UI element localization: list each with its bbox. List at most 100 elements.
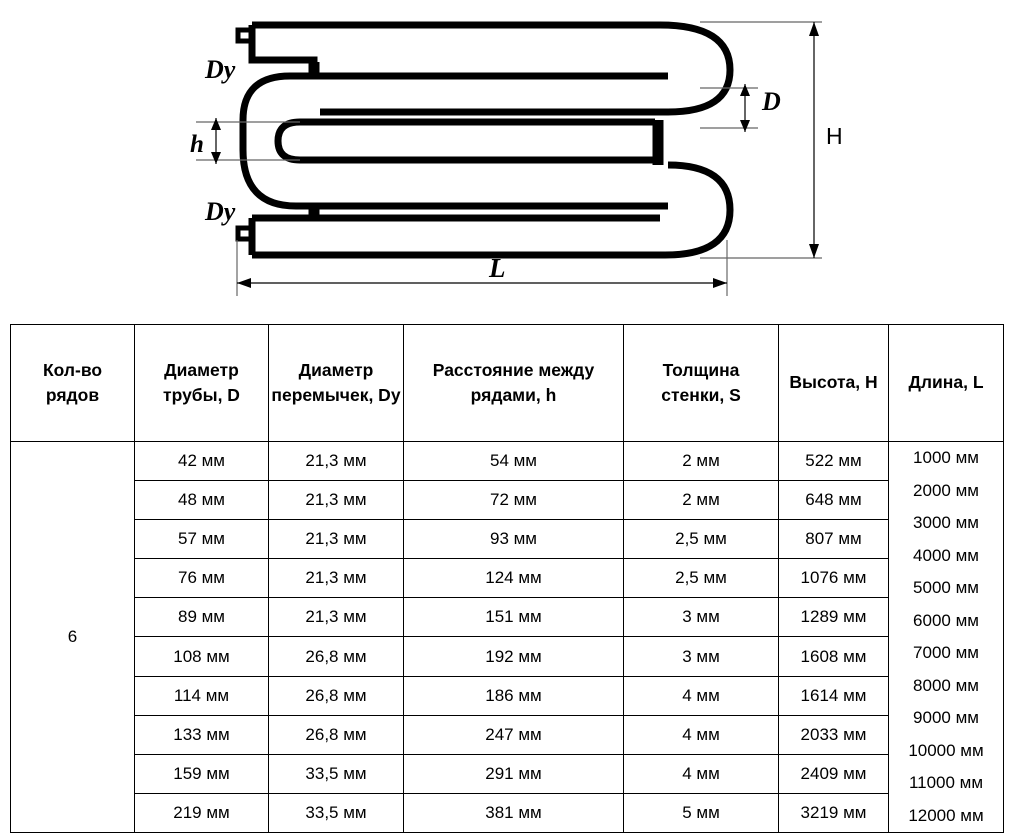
cell-pipe-diameter: 114 мм	[134, 675, 269, 716]
header-wall-thickness: Толщина стенки, S	[623, 324, 779, 442]
cell-jumper-diameter: 26,8 мм	[268, 675, 404, 716]
length-value: 4000 мм	[913, 545, 979, 565]
dimension-l	[236, 240, 728, 296]
dy-stubs	[235, 27, 255, 242]
pipe-row-1	[252, 21, 734, 116]
table-row: 219 мм 33,5 мм 381 мм 5 мм 3219 мм	[11, 792, 1004, 834]
dimension-h-total	[700, 21, 822, 259]
dy-stub-bottom	[235, 225, 255, 242]
cell-wall-thickness: 2 мм	[623, 440, 779, 482]
d-arrow-top	[740, 84, 750, 96]
label-dy-bottom: Dy	[204, 197, 236, 226]
cell-pipe-diameter: 108 мм	[134, 636, 269, 677]
cell-pipe-diameter: 42 мм	[134, 440, 269, 482]
cell-wall-thickness: 2 мм	[623, 480, 779, 521]
cell-row-spacing: 151 мм	[403, 597, 624, 638]
cell-height: 3219 мм	[778, 792, 889, 834]
cell-jumper-diameter: 26,8 мм	[268, 714, 404, 755]
cell-height: 522 мм	[778, 440, 889, 482]
cell-row-spacing: 54 мм	[403, 440, 624, 482]
header-wall-thickness-line2: стенки, S	[661, 385, 741, 405]
header-jumper-diameter-line1: Диаметр	[298, 359, 374, 380]
length-value: 9000 мм	[913, 708, 979, 728]
dimension-d	[700, 84, 758, 132]
length-value: 7000 мм	[913, 643, 979, 663]
header-rows-count: Кол-во рядов	[10, 324, 135, 442]
cell-row-spacing: 93 мм	[403, 519, 624, 560]
length-value: 1000 мм	[913, 448, 979, 468]
cell-row-spacing: 247 мм	[403, 714, 624, 755]
pipe-row-3-left-ubend	[274, 118, 301, 164]
cell-row-spacing: 381 мм	[403, 792, 624, 834]
cell-row-spacing: 72 мм	[403, 480, 624, 521]
header-rows-count-line1: Кол-во	[42, 359, 103, 380]
length-value-list: 1000 мм 2000 мм 3000 мм 4000 мм 5000 мм …	[889, 442, 1003, 832]
header-length: Длина, L	[888, 324, 1004, 442]
header-pipe-diameter-line1: Диаметр	[164, 359, 239, 380]
cell-length-list: 1000 мм 2000 мм 3000 мм 4000 мм 5000 мм …	[888, 441, 1004, 833]
pipe-row-2-left-bend	[239, 72, 314, 150]
cell-pipe-diameter: 133 мм	[134, 714, 269, 755]
H-arrow-top	[809, 22, 819, 36]
table-row: 108 мм 26,8 мм 192 мм 3 мм 1608 мм	[11, 636, 1004, 677]
header-pipe-diameter-line2: трубы, D	[163, 385, 240, 405]
table-row: 48 мм 21,3 мм 72 мм 2 мм 648 мм	[11, 480, 1004, 521]
dy-stub-top	[235, 27, 255, 44]
register-schematic-svg: Dy Dy h D H L	[190, 21, 843, 296]
table-header: Кол-во рядов Диаметр трубы, D Диаметр пе…	[10, 324, 1004, 442]
cell-wall-thickness: 3 мм	[623, 636, 779, 677]
H-arrow-bottom	[809, 244, 819, 258]
header-row: Кол-во рядов Диаметр трубы, D Диаметр пе…	[10, 324, 1004, 442]
table-row: 57 мм 21,3 мм 93 мм 2,5 мм 807 мм	[11, 519, 1004, 560]
cell-height: 2409 мм	[778, 753, 889, 794]
cell-jumper-diameter: 21,3 мм	[268, 440, 404, 482]
table-row: 159 мм 33,5 мм 291 мм 4 мм 2409 мм	[11, 753, 1004, 794]
length-value: 12000 мм	[908, 805, 984, 825]
cell-wall-thickness: 2,5 мм	[623, 558, 779, 599]
d-arrow-bottom	[740, 120, 750, 132]
cell-wall-thickness: 5 мм	[623, 792, 779, 834]
length-value: 2000 мм	[913, 480, 979, 500]
cell-jumper-diameter: 21,3 мм	[268, 480, 404, 521]
cell-pipe-diameter: 219 мм	[134, 792, 269, 834]
header-row-spacing-line1: Расстояние между	[432, 359, 595, 380]
cell-pipe-diameter: 159 мм	[134, 753, 269, 794]
specification-table: Кол-во рядов Диаметр трубы, D Диаметр пе…	[10, 324, 1004, 834]
coil-pipes	[239, 21, 734, 259]
cell-height: 1076 мм	[778, 558, 889, 599]
cell-wall-thickness: 4 мм	[623, 714, 779, 755]
cell-row-spacing: 192 мм	[403, 636, 624, 677]
cell-row-spacing: 124 мм	[403, 558, 624, 599]
label-length: L	[488, 253, 506, 283]
specification-table-container: Кол-во рядов Диаметр трубы, D Диаметр пе…	[10, 324, 1004, 834]
h-arrow-top	[211, 118, 221, 130]
cell-jumper-diameter: 21,3 мм	[268, 558, 404, 599]
header-jumper-diameter: Диаметр перемычек, Dy	[268, 324, 404, 442]
length-value: 5000 мм	[913, 578, 979, 598]
cell-wall-thickness: 2,5 мм	[623, 519, 779, 560]
length-value: 10000 мм	[908, 740, 984, 760]
header-rows-count-line2: рядов	[45, 385, 100, 405]
cell-jumper-diameter: 21,3 мм	[268, 519, 404, 560]
label-h: h	[190, 131, 204, 158]
table-row: 6 42 мм 21,3 мм 54 мм 2 мм 522 мм 1000 м…	[10, 440, 1004, 833]
L-arrow-right	[713, 278, 727, 288]
table-body: 6 42 мм 21,3 мм 54 мм 2 мм 522 мм 1000 м…	[10, 440, 1004, 834]
cell-height: 1608 мм	[778, 636, 889, 677]
header-wall-thickness-line1: Толщина	[662, 359, 740, 380]
header-pipe-diameter: Диаметр трубы, D	[134, 324, 269, 442]
cell-wall-thickness: 4 мм	[623, 753, 779, 794]
pipe-row-1-inner	[248, 25, 318, 76]
cell-pipe-diameter: 76 мм	[134, 558, 269, 599]
L-arrow-left	[237, 278, 251, 288]
table-row: 133 мм 26,8 мм 247 мм 4 мм 2033 мм	[11, 714, 1004, 755]
cell-rows-count: 6	[10, 441, 135, 833]
length-value: 6000 мм	[913, 610, 979, 630]
cell-pipe-diameter: 89 мм	[134, 597, 269, 638]
pipe-row-4	[239, 149, 668, 210]
cell-pipe-diameter: 57 мм	[134, 519, 269, 560]
cell-height: 1614 мм	[778, 675, 889, 716]
label-d: D	[761, 87, 781, 116]
length-value: 3000 мм	[913, 513, 979, 533]
header-height: Высота, H	[778, 324, 889, 442]
